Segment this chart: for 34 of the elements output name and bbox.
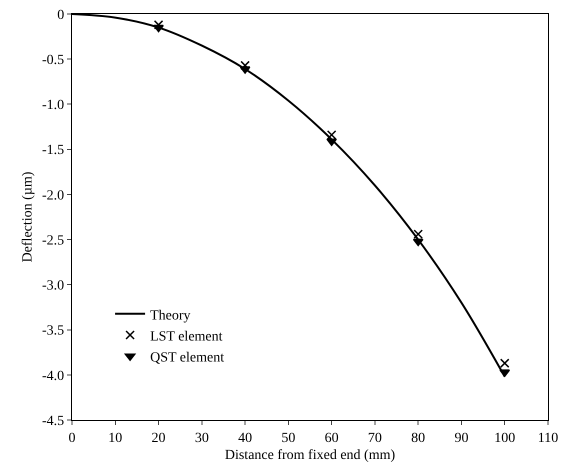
y-axis-title: Deflection (µm) — [20, 171, 36, 262]
x-tick-label: 60 — [324, 430, 339, 446]
x-tick-label: 10 — [108, 430, 122, 446]
point — [153, 24, 164, 32]
x-tick-label: 20 — [152, 430, 166, 446]
y-tick-label: -3.0 — [42, 278, 64, 294]
x-tick-label: 50 — [281, 430, 296, 446]
legend-label: Theory — [150, 308, 191, 324]
x-tick-label: 40 — [238, 430, 252, 446]
point — [326, 130, 336, 140]
x-axis-title: Distance from fixed end (mm) — [224, 448, 396, 464]
y-tick-label: 0 — [57, 8, 64, 23]
x-tick-label: 100 — [494, 430, 516, 446]
x-tick-label: 110 — [538, 430, 558, 446]
x-tick-label: 0 — [68, 430, 76, 446]
point — [413, 229, 423, 239]
legend-label: QST element — [150, 350, 224, 366]
point — [240, 60, 250, 70]
y-tick-label: -1.0 — [42, 98, 64, 114]
y-tick-label: -0.5 — [42, 53, 64, 68]
y-tick-label: -1.5 — [42, 143, 64, 158]
legend-label: LST element — [150, 329, 223, 344]
point — [240, 66, 250, 74]
x-tick-label: 70 — [368, 430, 382, 446]
point — [154, 20, 164, 30]
y-tick-label: -4.0 — [42, 368, 64, 384]
x-tick-label: 80 — [411, 430, 426, 446]
y-tick-label: -4.5 — [42, 414, 64, 429]
y-tick-label: -3.5 — [42, 324, 64, 339]
y-tick-label: -2.0 — [42, 188, 64, 204]
x-tick-label: 90 — [454, 430, 468, 446]
y-tick-label: -2.5 — [42, 233, 64, 248]
x-tick-label: 30 — [194, 430, 209, 446]
point — [500, 358, 510, 368]
